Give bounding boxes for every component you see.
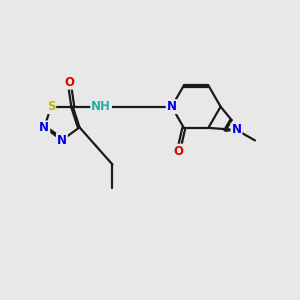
Text: N: N bbox=[57, 134, 67, 147]
Text: O: O bbox=[64, 76, 74, 89]
Text: S: S bbox=[47, 100, 55, 113]
Text: N: N bbox=[232, 123, 242, 136]
Text: NH: NH bbox=[91, 100, 111, 113]
Text: N: N bbox=[39, 122, 49, 134]
Text: O: O bbox=[173, 145, 184, 158]
Text: N: N bbox=[167, 100, 177, 113]
